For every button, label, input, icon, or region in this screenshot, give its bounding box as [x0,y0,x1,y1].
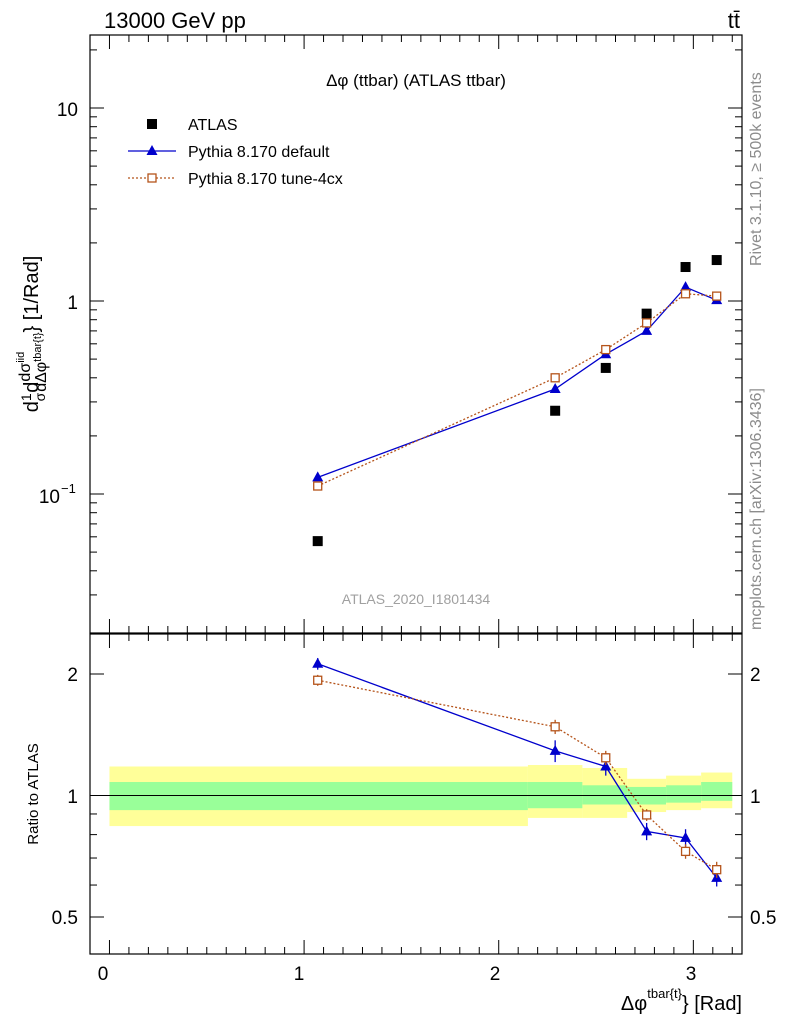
data-point [641,825,653,836]
xtick-label-1: 1 [294,964,305,985]
data-point [600,362,611,373]
xtick-label-2: 2 [490,964,501,985]
ytick-label-0.1-base: 10 [39,487,60,508]
ratio-ytick-2: 2 [67,665,78,686]
xtick-label-0: 0 [98,964,109,985]
data-point [680,281,692,292]
data-point [601,344,611,355]
uncertainty-band-inner [582,785,628,805]
data-point [549,382,561,393]
data-point [641,318,652,328]
data-point [313,675,323,685]
ratio-xlabel: Δφtbar{t}} [Rad] [621,986,742,1015]
uncertainty-band-inner [109,782,528,811]
legend-marker-atlas [147,119,157,129]
data-point [712,865,722,875]
data-point [312,657,324,668]
data-point [550,405,561,416]
ratio-panel: 2 1 0.5 2 1 0.5 0 1 2 3 Ratio to ATLAS Δ… [25,35,776,1015]
uncertainty-band-inner [701,782,733,801]
data-point [601,753,611,763]
legend-label-atlas: ATLAS [188,117,238,134]
data-point [313,481,323,491]
data-point [680,846,691,857]
data-point [680,289,691,299]
ytick-label-1: 1 [67,293,78,314]
ytick-label-10: 10 [57,100,78,121]
energy-label: 13000 GeV pp [104,8,246,33]
data-point [312,536,323,547]
data-point [549,744,561,755]
data-point [550,373,560,383]
data-point [680,831,692,842]
series-line-1 [317,679,718,871]
rivet-label: Rivet 3.1.10, ≥ 500k events [748,72,765,266]
mcplots-label: mcplots.cern.ch [arXiv:1306.3436] [748,388,765,630]
process-label: tt̄ [728,8,740,33]
series-line-0 [317,663,718,879]
main-series [312,255,723,547]
main-frame [89,34,743,634]
ratio-ytick-0.5-right: 0.5 [750,908,776,929]
legend-marker-default [146,145,158,155]
ratio-frame [89,633,743,955]
data-point [550,722,560,732]
data-point [641,810,652,820]
data-point [680,262,691,273]
legend-label-tune: Pythia 8.170 tune-4cx [188,171,343,188]
ratio-ytick-1-right: 1 [750,787,761,808]
data-point [600,760,612,771]
data-point [312,471,324,482]
ratio-series [312,657,723,887]
main-ylabel: d1σddσiiddΔφtbar{t}} [1/Rad] [15,256,50,413]
ratio-bands [109,765,733,827]
ytick-label-0.1-exp: −1 [61,481,76,496]
main-panel: Δφ (ttbar) (ATLAS ttbar) ATLAS_2020_I180… [15,34,743,634]
legend-marker-tune [147,173,157,183]
ratio-y-ticks [90,673,742,918]
series-line-2 [317,293,717,487]
data-point [641,308,652,319]
x-ticks [108,35,733,954]
legend-label-default: Pythia 8.170 default [188,144,330,161]
data-point [711,255,722,266]
watermark: ATLAS_2020_I1801434 [342,591,491,607]
main-title: Δφ (ttbar) (ATLAS ttbar) [326,71,506,90]
ratio-ytick-2-right: 2 [750,665,761,686]
data-point [712,291,722,301]
main-y-ticks [90,49,742,596]
uncertainty-band-inner [666,785,702,803]
xtick-label-3: 3 [686,964,697,985]
ratio-ytick-0.5: 0.5 [52,908,78,929]
series-line-1 [317,286,717,478]
data-point [641,324,653,335]
legend: ATLAS Pythia 8.170 default Pythia 8.170 … [128,117,343,188]
ratio-ytick-1: 1 [67,787,78,808]
ratio-ylabel: Ratio to ATLAS [25,743,42,844]
